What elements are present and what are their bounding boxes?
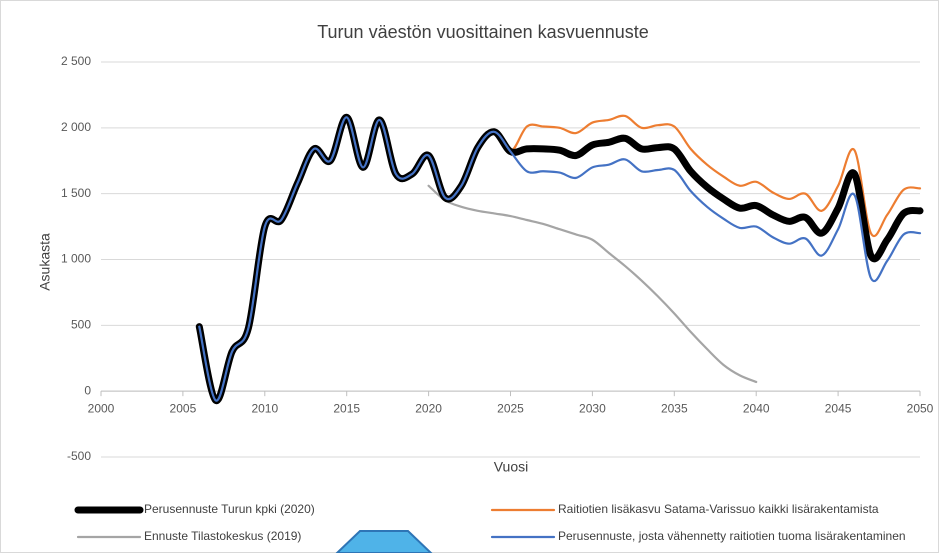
y-tick-label: -500 bbox=[67, 449, 91, 463]
chart-title: Turun väestön vuosittainen kasvuennuste bbox=[317, 22, 649, 42]
x-axis-title: Vuosi bbox=[494, 459, 529, 475]
plot-area bbox=[195, 113, 924, 404]
x-tick-label: 2015 bbox=[333, 401, 360, 415]
x-tick-label: 2040 bbox=[743, 401, 770, 415]
series-line bbox=[427, 184, 758, 384]
x-tick-label: 2005 bbox=[170, 401, 197, 415]
legend-label: Raitiotien lisäkasvu Satama-Varissuo kai… bbox=[558, 502, 879, 516]
x-tick-label: 2045 bbox=[825, 401, 852, 415]
x-tick-label: 2020 bbox=[415, 401, 442, 415]
x-tick-label: 2030 bbox=[579, 401, 606, 415]
grid: 2 500 2 000 1 500 1 000 500 0 -500 2000 2005 2010… bbox=[61, 54, 934, 463]
y-tick-label: 500 bbox=[71, 318, 91, 332]
y-tick-label: 2 000 bbox=[61, 120, 91, 134]
y-tick-label: 0 bbox=[84, 383, 91, 397]
legend-label: Perusennuste, josta vähennetty raitiotie… bbox=[558, 529, 906, 543]
legend: Perusennuste Turun kpki (2020) Raitiotien… bbox=[74, 502, 906, 543]
x-tick-label: 2000 bbox=[88, 401, 115, 415]
decorative-shape bbox=[335, 530, 433, 553]
y-tick-label: 1 500 bbox=[61, 186, 91, 200]
series-line bbox=[198, 116, 922, 402]
x-tick-label: 2025 bbox=[497, 401, 524, 415]
x-tick-label: 2010 bbox=[251, 401, 278, 415]
x-tick-label: 2035 bbox=[661, 401, 688, 415]
series-line bbox=[493, 114, 922, 237]
y-tick-label: 2 500 bbox=[61, 54, 91, 68]
x-tick-label: 2050 bbox=[907, 401, 934, 415]
legend-label: Ennuste Tilastokeskus (2019) bbox=[144, 529, 301, 543]
legend-label: Perusennuste Turun kpki (2020) bbox=[144, 502, 315, 516]
y-axis-title: Asukasta bbox=[37, 233, 53, 291]
y-tick-label: 1 000 bbox=[61, 252, 91, 266]
